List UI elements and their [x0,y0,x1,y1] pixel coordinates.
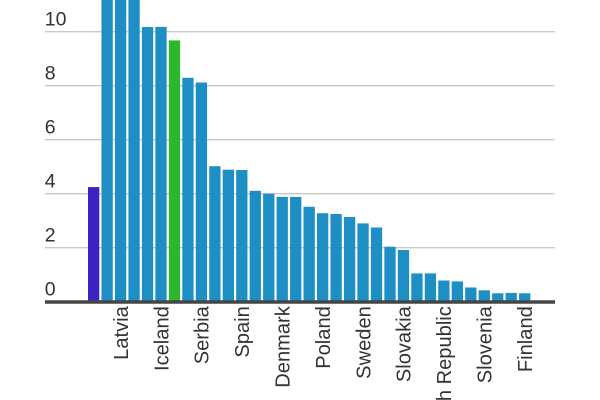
svg-text:Poland: Poland [313,306,335,369]
svg-text:2: 2 [45,224,56,246]
svg-text:0: 0 [45,278,56,300]
svg-text:Finland: Finland [515,306,537,372]
svg-text:Iceland: Iceland [151,306,173,371]
svg-text:6: 6 [45,116,56,138]
svg-text:Spain: Spain [232,306,254,357]
svg-text:8: 8 [45,62,56,84]
svg-text:Denmark: Denmark [272,305,294,387]
svg-text:Latvia: Latvia [111,305,133,359]
svg-text:Slovenia: Slovenia [475,305,497,383]
svg-text:Serbia: Serbia [192,305,214,364]
svg-text:4: 4 [45,170,56,192]
svg-text:Sweden: Sweden [353,306,375,379]
svg-text:Slovakia: Slovakia [394,305,416,382]
svg-text:Czech Republic: Czech Republic [434,306,456,400]
svg-text:10: 10 [45,8,67,30]
